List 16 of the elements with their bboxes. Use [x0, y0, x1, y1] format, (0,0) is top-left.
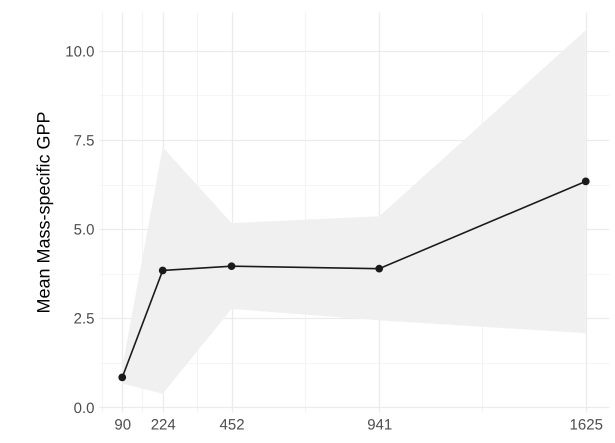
- point: [118, 374, 126, 382]
- x-tick-label: 941: [367, 416, 392, 434]
- x-tick-label: 224: [150, 416, 176, 434]
- x-tick-label: 90: [114, 416, 132, 434]
- y-axis-title: Mean Mass-specific GPP: [33, 111, 54, 314]
- point: [375, 264, 384, 273]
- y-tick-label: 0.0: [74, 400, 94, 417]
- point: [228, 262, 236, 270]
- y-tick-label: 5.0: [74, 222, 94, 239]
- y-tick-label: 2.5: [74, 310, 94, 328]
- y-tick-label: 7.5: [74, 132, 94, 150]
- point: [158, 266, 167, 274]
- point: [582, 177, 590, 186]
- x-tick-label: 1625: [570, 416, 603, 434]
- y-tick-label: 10.0: [65, 43, 94, 60]
- x-tick-label: 452: [220, 416, 245, 434]
